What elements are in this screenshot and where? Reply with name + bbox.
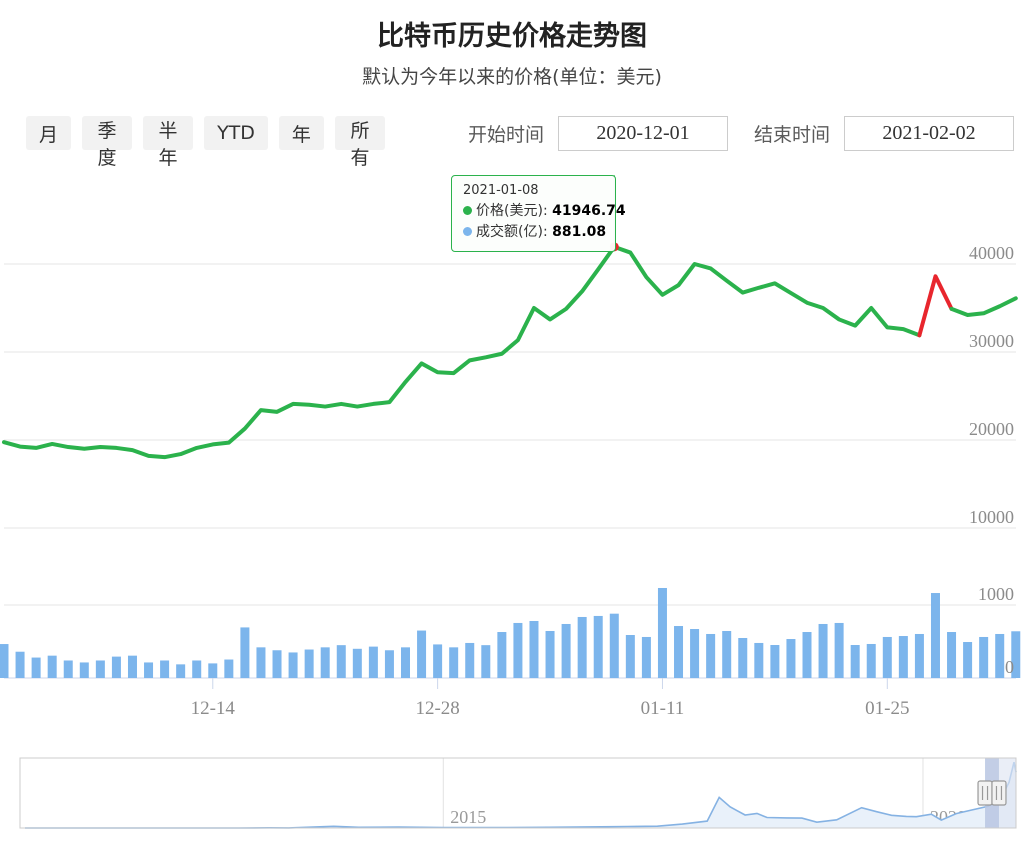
svg-text:1000: 1000 <box>978 584 1014 604</box>
svg-text:01-25: 01-25 <box>865 698 909 719</box>
tooltip-volume-value: 881.08 <box>552 224 607 240</box>
tooltip-volume-label: 成交额(亿) <box>476 224 543 240</box>
svg-text:12-28: 12-28 <box>415 698 459 719</box>
range-button-year[interactable]: 年 <box>278 116 324 150</box>
start-date-label: 开始时间 <box>467 123 544 146</box>
svg-text:20000: 20000 <box>969 419 1014 439</box>
end-date-label: 结束时间 <box>753 123 830 146</box>
range-button-month[interactable]: 月 <box>26 116 72 150</box>
chart-tooltip: 2021-01-08 价格(美元): 41946.74 成交额(亿): 881.… <box>451 175 626 252</box>
navigator-outline <box>19 757 1017 829</box>
svg-text:12-14: 12-14 <box>191 698 236 719</box>
gridlines <box>4 263 1016 679</box>
navigator-right-mask <box>998 758 1016 828</box>
tooltip-price-row: 价格(美元): 41946.74 <box>463 201 626 222</box>
page-title: 比特币历史价格走势图 <box>377 21 647 52</box>
svg-text:30000: 30000 <box>969 331 1014 351</box>
price-line-tail[interactable] <box>949 296 1018 318</box>
navigator-group[interactable]: 2015 2020 <box>19 757 1017 829</box>
range-button-halfyear[interactable]: 半年 <box>143 116 194 169</box>
price-volume-chart[interactable]: 40000 30000 20000 10000 1000 0 12-14 12-28 01-11… <box>0 165 1024 725</box>
range-button-ytd[interactable]: YTD <box>204 116 268 150</box>
navigator-svg[interactable]: 2015 2020 <box>0 750 1024 850</box>
price-line-red-segment[interactable] <box>917 274 954 338</box>
svg-text:40000: 40000 <box>969 243 1014 263</box>
range-controls: 月 季度 半年 YTD 年 所有 开始时间 结束时间 <box>0 115 1024 169</box>
series[interactable] <box>0 175 1021 678</box>
svg-text:01-11: 01-11 <box>641 698 685 719</box>
page-subtitle: 默认为今年以来的价格(单位：美元) <box>362 66 662 88</box>
svg-text:0: 0 <box>1005 657 1014 677</box>
navigator-line <box>25 762 1017 829</box>
tooltip-volume-row: 成交额(亿): 881.08 <box>463 222 607 243</box>
svg-text:10000: 10000 <box>969 507 1014 527</box>
range-button-all[interactable]: 所有 <box>334 116 385 169</box>
navigator-year-label: 2015 <box>450 807 486 827</box>
price-line[interactable] <box>2 244 922 460</box>
navigator-right-handle[interactable] <box>991 780 1007 806</box>
range-button-quarter[interactable]: 季度 <box>82 116 133 169</box>
tooltip-price-value: 41946.74 <box>552 203 626 219</box>
start-date-input[interactable] <box>557 115 728 151</box>
tooltip-price-label: 价格(美元) <box>476 203 543 219</box>
volume-bars[interactable] <box>0 587 1021 678</box>
navigator-area <box>20 762 1016 828</box>
volume-series-dot-icon <box>463 226 472 236</box>
range-navigator[interactable]: 2015 2020 <box>0 750 1024 850</box>
navigator-left-handle[interactable] <box>977 780 993 806</box>
price-series-dot-icon <box>463 205 472 215</box>
end-date-input[interactable] <box>844 115 1014 151</box>
tooltip-date: 2021-01-08 <box>463 183 539 198</box>
